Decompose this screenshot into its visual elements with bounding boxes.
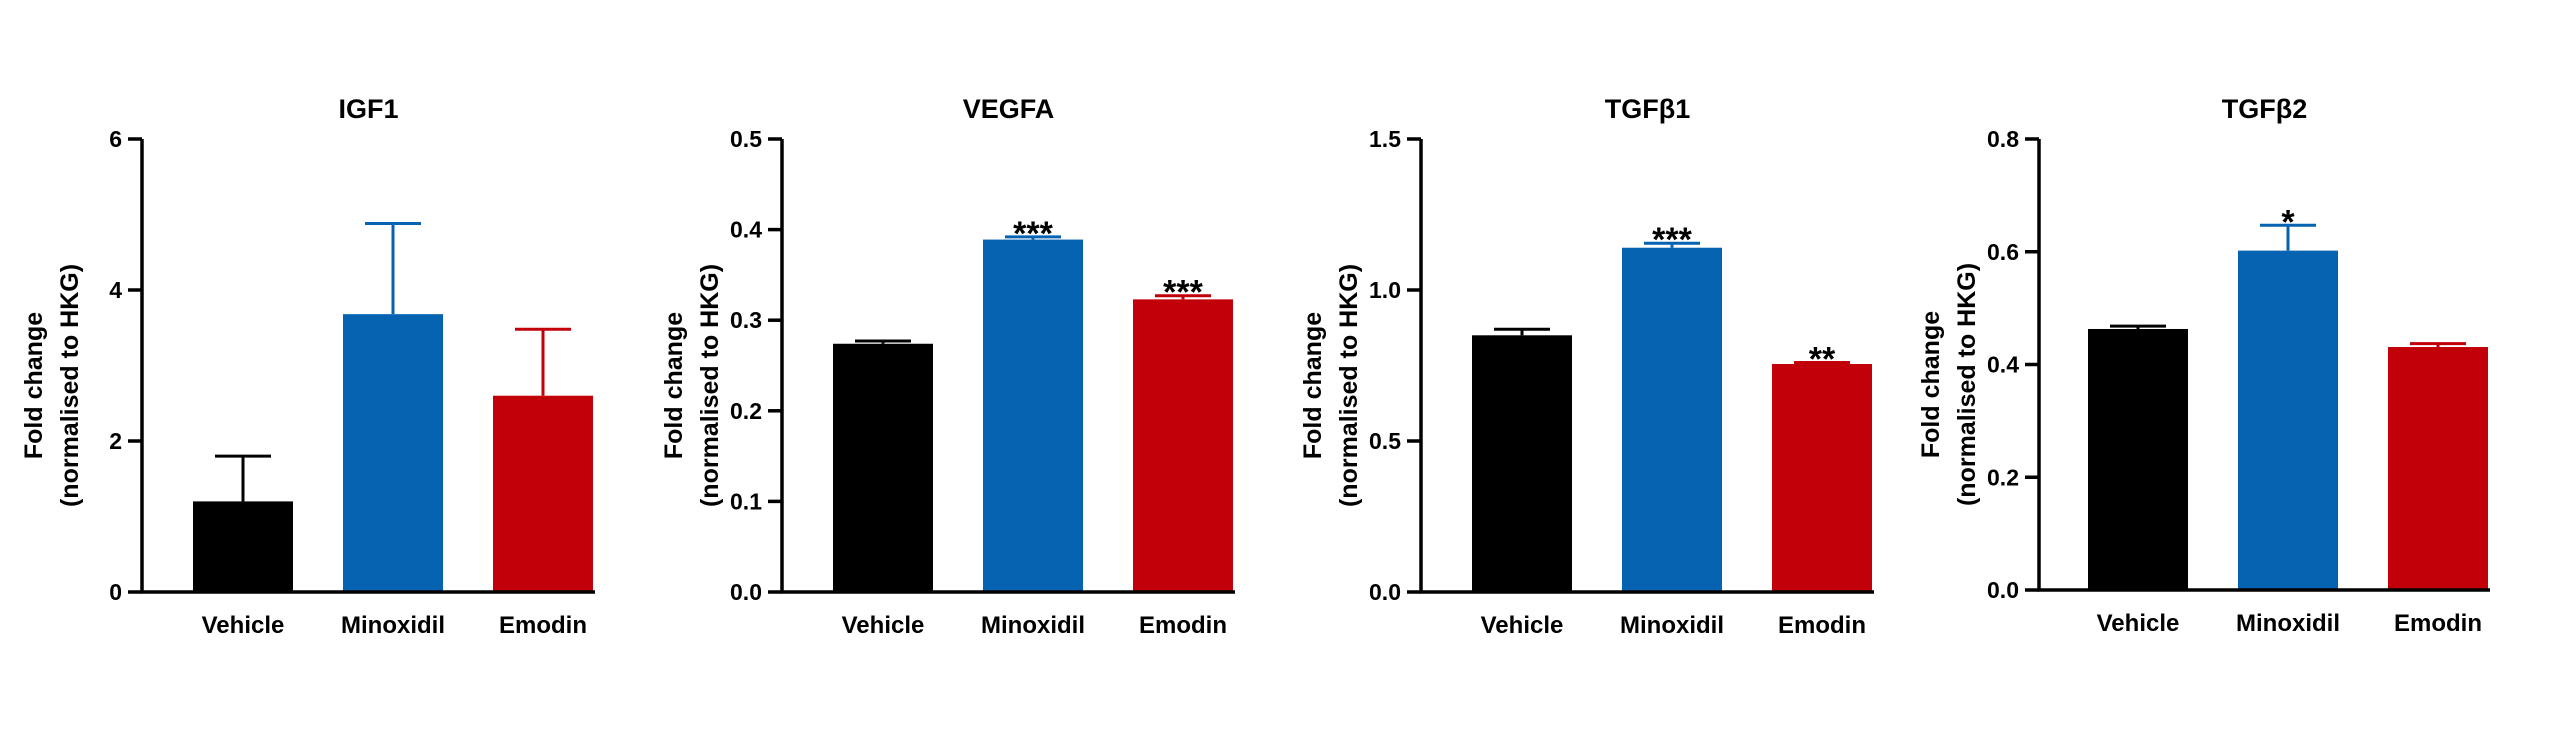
y-axis-label-line: Fold change: [660, 312, 688, 459]
significance-label: **: [1809, 340, 1836, 378]
significance-label: ***: [1652, 221, 1692, 259]
bar-emodin: [1133, 299, 1233, 592]
y-tick-label: 0: [109, 579, 122, 605]
significance-label: *: [2281, 203, 2295, 241]
chart-title: IGF1: [338, 94, 398, 124]
x-tick-label: Minoxidil: [2236, 610, 2340, 637]
chart-panel: IGF1 Fold change (normalised to HKG) Vehicl…: [20, 94, 595, 639]
y-tick-label: 0.2: [730, 398, 762, 424]
y-axis-label: Fold change (normalised to HKG): [1917, 263, 1981, 506]
y-tick-label: 0.6: [1987, 239, 2019, 265]
x-tick-label: Emodin: [2394, 610, 2482, 637]
chart-title: TGFβ2: [2222, 94, 2307, 124]
y-axis-label-line: Fold change: [1299, 312, 1327, 459]
y-tick-label: 0.3: [730, 307, 762, 333]
bar-minoxidil: [1622, 247, 1722, 592]
x-tick-label: Emodin: [499, 612, 587, 639]
y-axis-label-line: Fold change: [20, 312, 48, 459]
y-tick-label: 0.5: [1369, 428, 1401, 454]
x-tick-label: Vehicle: [2097, 610, 2180, 637]
x-tick-label: Minoxidil: [981, 612, 1085, 639]
y-axis-label-line: Fold change: [1917, 311, 1945, 458]
bar-emodin: [2388, 347, 2488, 590]
y-tick-label: 0.5: [730, 126, 762, 152]
x-tick-label: Minoxidil: [1620, 612, 1724, 639]
y-tick-label: 1.0: [1369, 277, 1401, 303]
x-tick-label: Emodin: [1778, 612, 1866, 639]
bar-vehicle: [833, 343, 933, 592]
x-tick-label: Vehicle: [202, 612, 285, 639]
y-tick-label: 0.1: [730, 488, 762, 514]
x-tick-label: Emodin: [1139, 612, 1227, 639]
x-tick-label: Vehicle: [842, 612, 925, 639]
chart-panel: TGFβ2 Fold change (normalised to HKG) Vehic…: [1917, 94, 2490, 637]
y-tick-label: 0.0: [730, 579, 762, 605]
bar-vehicle: [193, 501, 293, 592]
bar-emodin: [1772, 363, 1872, 592]
chart-panel: TGFβ1 Fold change (normalised to HKG) Vehic…: [1299, 94, 1874, 639]
y-tick-label: 0.0: [1369, 579, 1401, 605]
y-axis-label-line: (normalised to HKG): [1953, 263, 1981, 506]
chart-title: VEGFA: [963, 94, 1055, 124]
significance-label: ***: [1163, 274, 1203, 312]
chart-panel: VEGFA Fold change (normalised to HKG) Vehic…: [660, 94, 1235, 639]
y-axis-label: Fold change (normalised to HKG): [1299, 264, 1363, 507]
x-tick-label: Minoxidil: [341, 612, 445, 639]
bar-minoxidil: [343, 314, 443, 592]
y-tick-label: 1.5: [1369, 126, 1401, 152]
y-tick-label: 2: [109, 428, 122, 454]
bar-vehicle: [2088, 328, 2188, 590]
y-axis-label-line: (normalised to HKG): [696, 264, 724, 507]
bar-minoxidil: [983, 239, 1083, 593]
y-tick-label: 0.4: [730, 217, 762, 243]
bar-vehicle: [1472, 335, 1572, 592]
y-tick-label: 0.4: [1987, 352, 2019, 378]
y-axis-label: Fold change (normalised to HKG): [660, 264, 724, 507]
y-tick-label: 0.2: [1987, 464, 2019, 490]
y-tick-label: 4: [109, 277, 122, 303]
y-tick-label: 6: [109, 126, 122, 152]
significance-label: ***: [1013, 215, 1053, 253]
y-axis-label-line: (normalised to HKG): [56, 264, 84, 507]
x-tick-label: Vehicle: [1481, 612, 1564, 639]
y-axis-label-line: (normalised to HKG): [1335, 264, 1363, 507]
bar-emodin: [493, 395, 593, 592]
y-axis-label: Fold change (normalised to HKG): [20, 264, 84, 507]
bar-minoxidil: [2238, 250, 2338, 590]
y-tick-label: 0.0: [1987, 577, 2019, 603]
y-tick-label: 0.8: [1987, 126, 2019, 152]
chart-title: TGFβ1: [1605, 94, 1690, 124]
